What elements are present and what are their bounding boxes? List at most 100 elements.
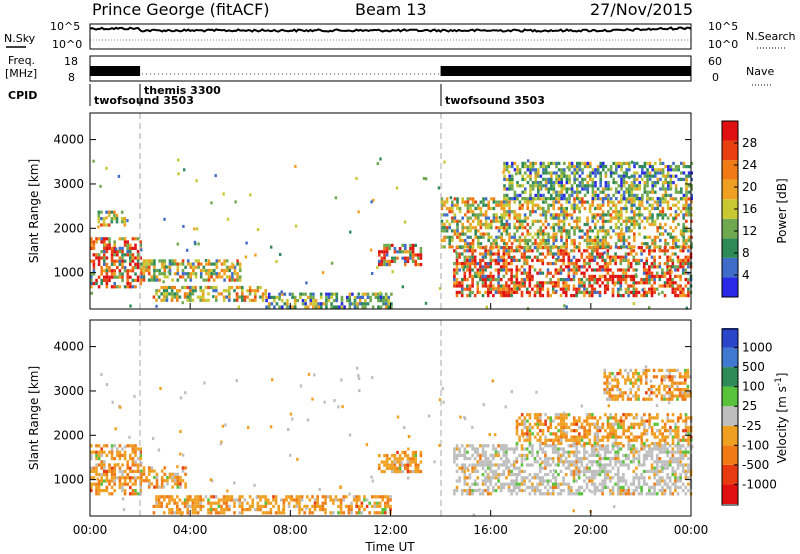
- heatmap-cell: [550, 184, 553, 188]
- heatmap-cell: [645, 268, 649, 272]
- heatmap-cell: [95, 463, 98, 467]
- heatmap-cell: [422, 176, 426, 180]
- heatmap-cell: [507, 255, 511, 259]
- heatmap-cell: [129, 243, 132, 247]
- heatmap-cell: [591, 416, 594, 420]
- heatmap-cell: [580, 444, 584, 448]
- heatmap-cell: [525, 463, 529, 467]
- heatmap-cell: [578, 210, 581, 214]
- heatmap-cell: [477, 219, 480, 223]
- heatmap-cell: [622, 161, 626, 165]
- heatmap-cell: [521, 177, 524, 181]
- heatmap-cell: [619, 485, 623, 489]
- heatmap-cell: [616, 479, 620, 483]
- heatmap-cell: [564, 281, 568, 285]
- heatmap-cell: [593, 447, 597, 451]
- heatmap-cell: [280, 299, 284, 303]
- heatmap-cell: [648, 271, 651, 275]
- heatmap-cell: [140, 268, 143, 273]
- heatmap-cell: [668, 255, 672, 259]
- heatmap-cell: [505, 193, 509, 197]
- heatmap-cell: [549, 213, 553, 217]
- heatmap-cell: [512, 489, 516, 493]
- heatmap-cell: [497, 200, 501, 204]
- heatmap-cell: [181, 511, 184, 515]
- heatmap-cell: [512, 463, 516, 467]
- heatmap-cell: [105, 256, 109, 260]
- heatmap-cell: [552, 203, 555, 207]
- heatmap-cell: [393, 256, 397, 260]
- heatmap-cell: [679, 232, 683, 236]
- heatmap-cell: [110, 476, 114, 480]
- heatmap-cell: [97, 262, 101, 266]
- heatmap-cell: [598, 290, 602, 294]
- heatmap-cell: [544, 171, 548, 175]
- heatmap-cell: [385, 253, 389, 257]
- heatmap-cell: [305, 281, 308, 285]
- heatmap-cell: [565, 197, 568, 201]
- heatmap-cell: [464, 232, 467, 236]
- heatmap-cell: [547, 222, 550, 227]
- heatmap-cell: [655, 463, 659, 467]
- heatmap-cell: [121, 250, 124, 254]
- heatmap-cell: [505, 200, 509, 204]
- heatmap-cell: [497, 229, 501, 233]
- heatmap-cell: [155, 292, 158, 296]
- heatmap-cell: [577, 258, 581, 262]
- heatmap-cell: [565, 181, 569, 185]
- heatmap-cell: [521, 206, 524, 211]
- heatmap-cell: [564, 473, 568, 477]
- heatmap-cell: [396, 256, 399, 260]
- heatmap-cell: [131, 476, 135, 480]
- heatmap-cell: [511, 181, 514, 185]
- heatmap-cell: [518, 435, 521, 439]
- heatmap-cell: [92, 159, 95, 163]
- heatmap-cell: [617, 165, 621, 169]
- heatmap-cell: [193, 227, 196, 231]
- heatmap-cell: [544, 466, 547, 470]
- heatmap-cell: [599, 226, 602, 230]
- heatmap-cell: [473, 265, 477, 269]
- heatmap-cell: [653, 262, 656, 266]
- heatmap-cell: [531, 181, 535, 185]
- heatmap-cell: [469, 203, 472, 207]
- heatmap-cell: [139, 457, 142, 461]
- heatmap-cell: [238, 278, 242, 282]
- heatmap-cell: [516, 245, 519, 249]
- heatmap-cell: [690, 177, 693, 181]
- heatmap-cell: [654, 171, 657, 175]
- heatmap-cell: [492, 258, 495, 262]
- heatmap-cell: [489, 284, 493, 288]
- heatmap-cell: [564, 460, 568, 464]
- heatmap-cell: [583, 271, 586, 275]
- heatmap-cell: [685, 238, 688, 243]
- heatmap-cell: [630, 181, 634, 185]
- heatmap-cell: [586, 222, 589, 227]
- heatmap-cell: [97, 210, 101, 214]
- heatmap-cell: [650, 265, 654, 269]
- heatmap-cell: [139, 463, 142, 467]
- heatmap-cell: [653, 258, 656, 262]
- heatmap-cell: [614, 453, 617, 457]
- heatmap-cell: [466, 265, 469, 269]
- heatmap-cell: [549, 416, 553, 420]
- date-label: 27/Nov/2015: [590, 0, 693, 19]
- heatmap-cell: [129, 250, 132, 254]
- heatmap-cell: [551, 492, 555, 496]
- heatmap-cell: [549, 281, 552, 285]
- heatmap-cell: [536, 287, 539, 291]
- heatmap-cell: [313, 501, 317, 505]
- heatmap-cell: [549, 438, 553, 442]
- heatmap-cell: [685, 229, 688, 233]
- heatmap-cell: [599, 174, 602, 178]
- heatmap-cell: [537, 190, 540, 194]
- heatmap-cell: [90, 469, 93, 473]
- heatmap-cell: [611, 466, 615, 470]
- heatmap-cell: [596, 444, 599, 448]
- heatmap-cell: [562, 453, 565, 457]
- heatmap-cell: [515, 473, 519, 477]
- colorbar-block: [722, 218, 738, 239]
- heatmap-cell: [456, 245, 459, 249]
- heatmap-cell: [676, 466, 680, 470]
- heatmap-cell: [404, 247, 407, 251]
